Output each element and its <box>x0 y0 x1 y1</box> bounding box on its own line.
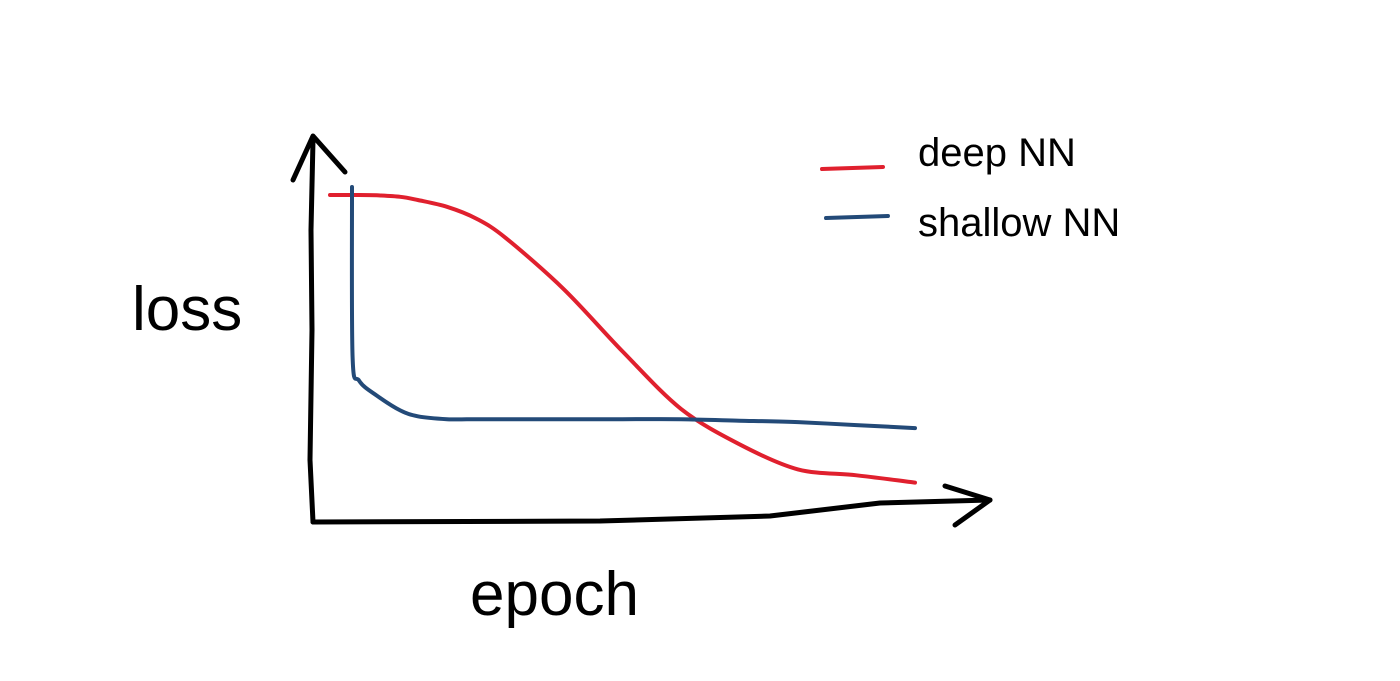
legend-swatch-deep-nn <box>820 165 885 171</box>
legend-label-deep-nn: deep NN <box>918 131 1076 175</box>
x-axis-label: epoch <box>470 560 639 629</box>
series-layer <box>328 185 917 485</box>
y-axis-label: loss <box>132 275 242 344</box>
legend-label-shallow-nn: shallow NN <box>918 201 1120 245</box>
legend-swatch-shallow-nn <box>824 214 890 220</box>
legend: deep NN shallow NN <box>820 131 1120 245</box>
x-axis-arrowhead <box>942 483 993 528</box>
x-axis-line <box>310 497 993 525</box>
y-axis-arrowhead <box>290 133 348 183</box>
series-line-deep-nn <box>328 193 917 485</box>
axes <box>290 133 993 528</box>
series-line-shallow-nn <box>349 185 917 431</box>
y-axis-line <box>307 137 316 525</box>
